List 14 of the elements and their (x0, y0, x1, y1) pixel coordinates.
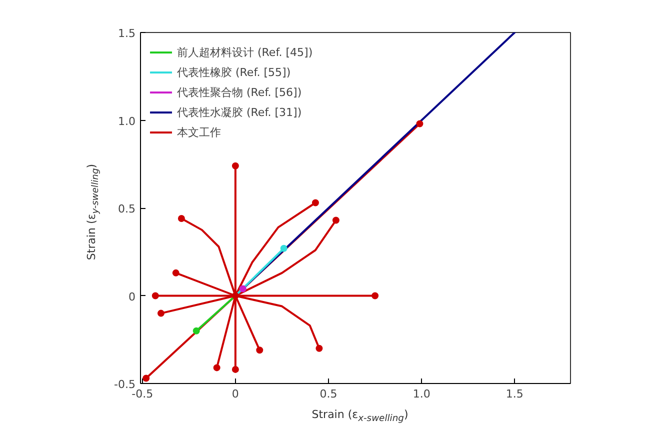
x-tick-label: 0 (232, 388, 239, 400)
legend-label: 代表性聚合物 (Ref. [56]) (177, 84, 302, 100)
legend-label: 代表性橡胶 (Ref. [55]) (177, 64, 291, 80)
legend-label: 前人超材料设计 (Ref. [45]) (177, 44, 313, 60)
y-tick-label: 1.0 (118, 114, 136, 128)
x-tick-label: 0.5 (320, 388, 338, 400)
y-tick-label: 0.5 (118, 202, 136, 216)
x-tick-label: 1.0 (412, 388, 430, 400)
y-tick-label: 1.5 (118, 27, 136, 40)
x-tick-label: 1.5 (506, 388, 524, 400)
legend-label: 本文工作 (177, 124, 221, 140)
legend-label: 代表性水凝胶 (Ref. [31]) (177, 104, 302, 120)
y-tick-label: 0 (128, 290, 136, 304)
x-axis-title: Strain (ε$_{x-swelling}$) (312, 407, 408, 426)
